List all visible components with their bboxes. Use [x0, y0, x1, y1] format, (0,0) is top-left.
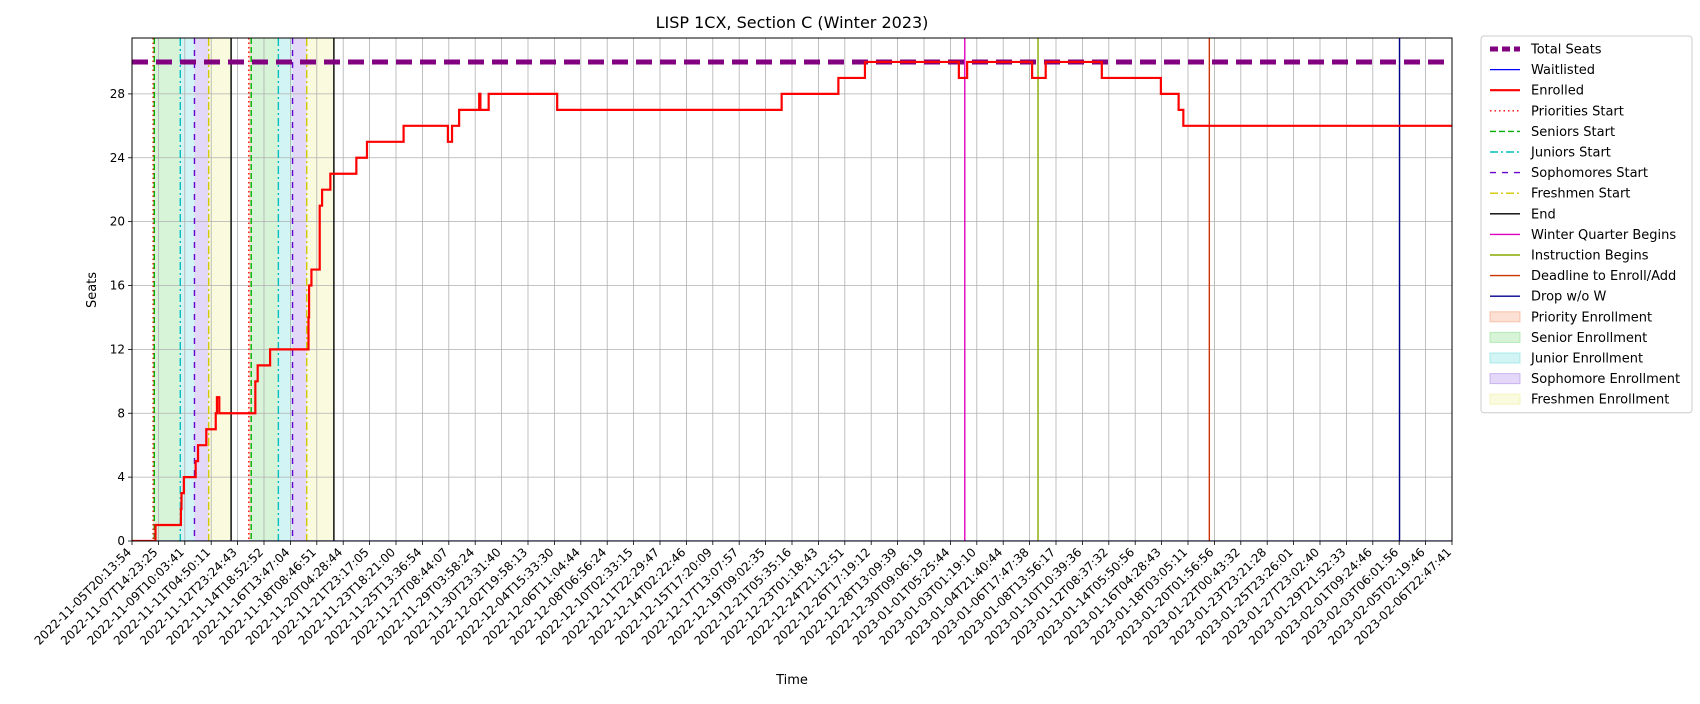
y-tick-label: 4	[117, 470, 125, 484]
y-tick-label: 20	[110, 215, 125, 229]
legend-label: Junior Enrollment	[1530, 352, 1643, 367]
legend-label: Instruction Begins	[1531, 249, 1649, 264]
y-tick-label: 16	[110, 279, 125, 293]
legend-handle	[1489, 373, 1521, 385]
legend-label: Waitlisted	[1531, 63, 1595, 78]
legend-label: End	[1531, 207, 1556, 222]
x-axis-label: Time	[775, 673, 808, 688]
band-junior-enrollment	[180, 38, 195, 541]
vlines-layer	[152, 38, 1401, 541]
band-senior-enrollment	[251, 38, 279, 541]
y-axis-label: Seats	[85, 272, 100, 308]
legend-label: Seniors Start	[1531, 125, 1615, 140]
band-freshmen-enrollment	[208, 38, 232, 541]
band-priority-enrollment	[153, 38, 155, 541]
legend-handle	[1489, 352, 1521, 364]
y-tick-label: 12	[110, 342, 125, 356]
band-sophomore-enrollment	[194, 38, 209, 541]
bands-layer	[153, 38, 334, 541]
band-priority-enrollment	[248, 38, 252, 541]
legend-label: Drop w/o W	[1531, 290, 1607, 305]
legend-label: Sophomore Enrollment	[1531, 372, 1680, 387]
legend-box	[1480, 35, 1693, 414]
series-enrolled	[132, 60, 1452, 541]
y-tick-label: 0	[117, 534, 125, 548]
legend-label: Deadline to Enroll/Add	[1531, 269, 1676, 284]
series-layer	[132, 59, 1452, 541]
band-sophomore-enrollment	[292, 38, 307, 541]
legend-handle	[1489, 393, 1521, 405]
legend-label: Total Seats	[1530, 43, 1602, 58]
band-freshmen-enrollment	[306, 38, 334, 541]
legend-label: Freshmen Start	[1531, 187, 1630, 202]
legend-label: Enrolled	[1531, 84, 1584, 99]
legend-label: Priority Enrollment	[1531, 310, 1652, 325]
y-tick-label: 28	[110, 87, 125, 101]
legend-label: Juniors Start	[1530, 146, 1611, 161]
y-tick-label: 24	[110, 151, 125, 165]
legend: Total Seats Waitlisted Enrolled Priorities …	[1480, 35, 1693, 414]
legend-label: Priorities Start	[1531, 104, 1624, 119]
legend-label: Senior Enrollment	[1531, 331, 1647, 346]
y-tick-label: 8	[117, 406, 125, 420]
plot-frame	[131, 37, 1453, 542]
band-junior-enrollment	[278, 38, 293, 541]
chart-title: LISP 1CX, Section C (Winter 2023)	[656, 13, 929, 32]
legend-handle	[1489, 331, 1521, 343]
legend-handle	[1489, 311, 1521, 323]
legend-label: Winter Quarter Begins	[1531, 228, 1676, 243]
legend-label: Freshmen Enrollment	[1531, 393, 1669, 408]
legend-label: Sophomores Start	[1531, 166, 1648, 181]
grid-layer	[131, 38, 1453, 542]
